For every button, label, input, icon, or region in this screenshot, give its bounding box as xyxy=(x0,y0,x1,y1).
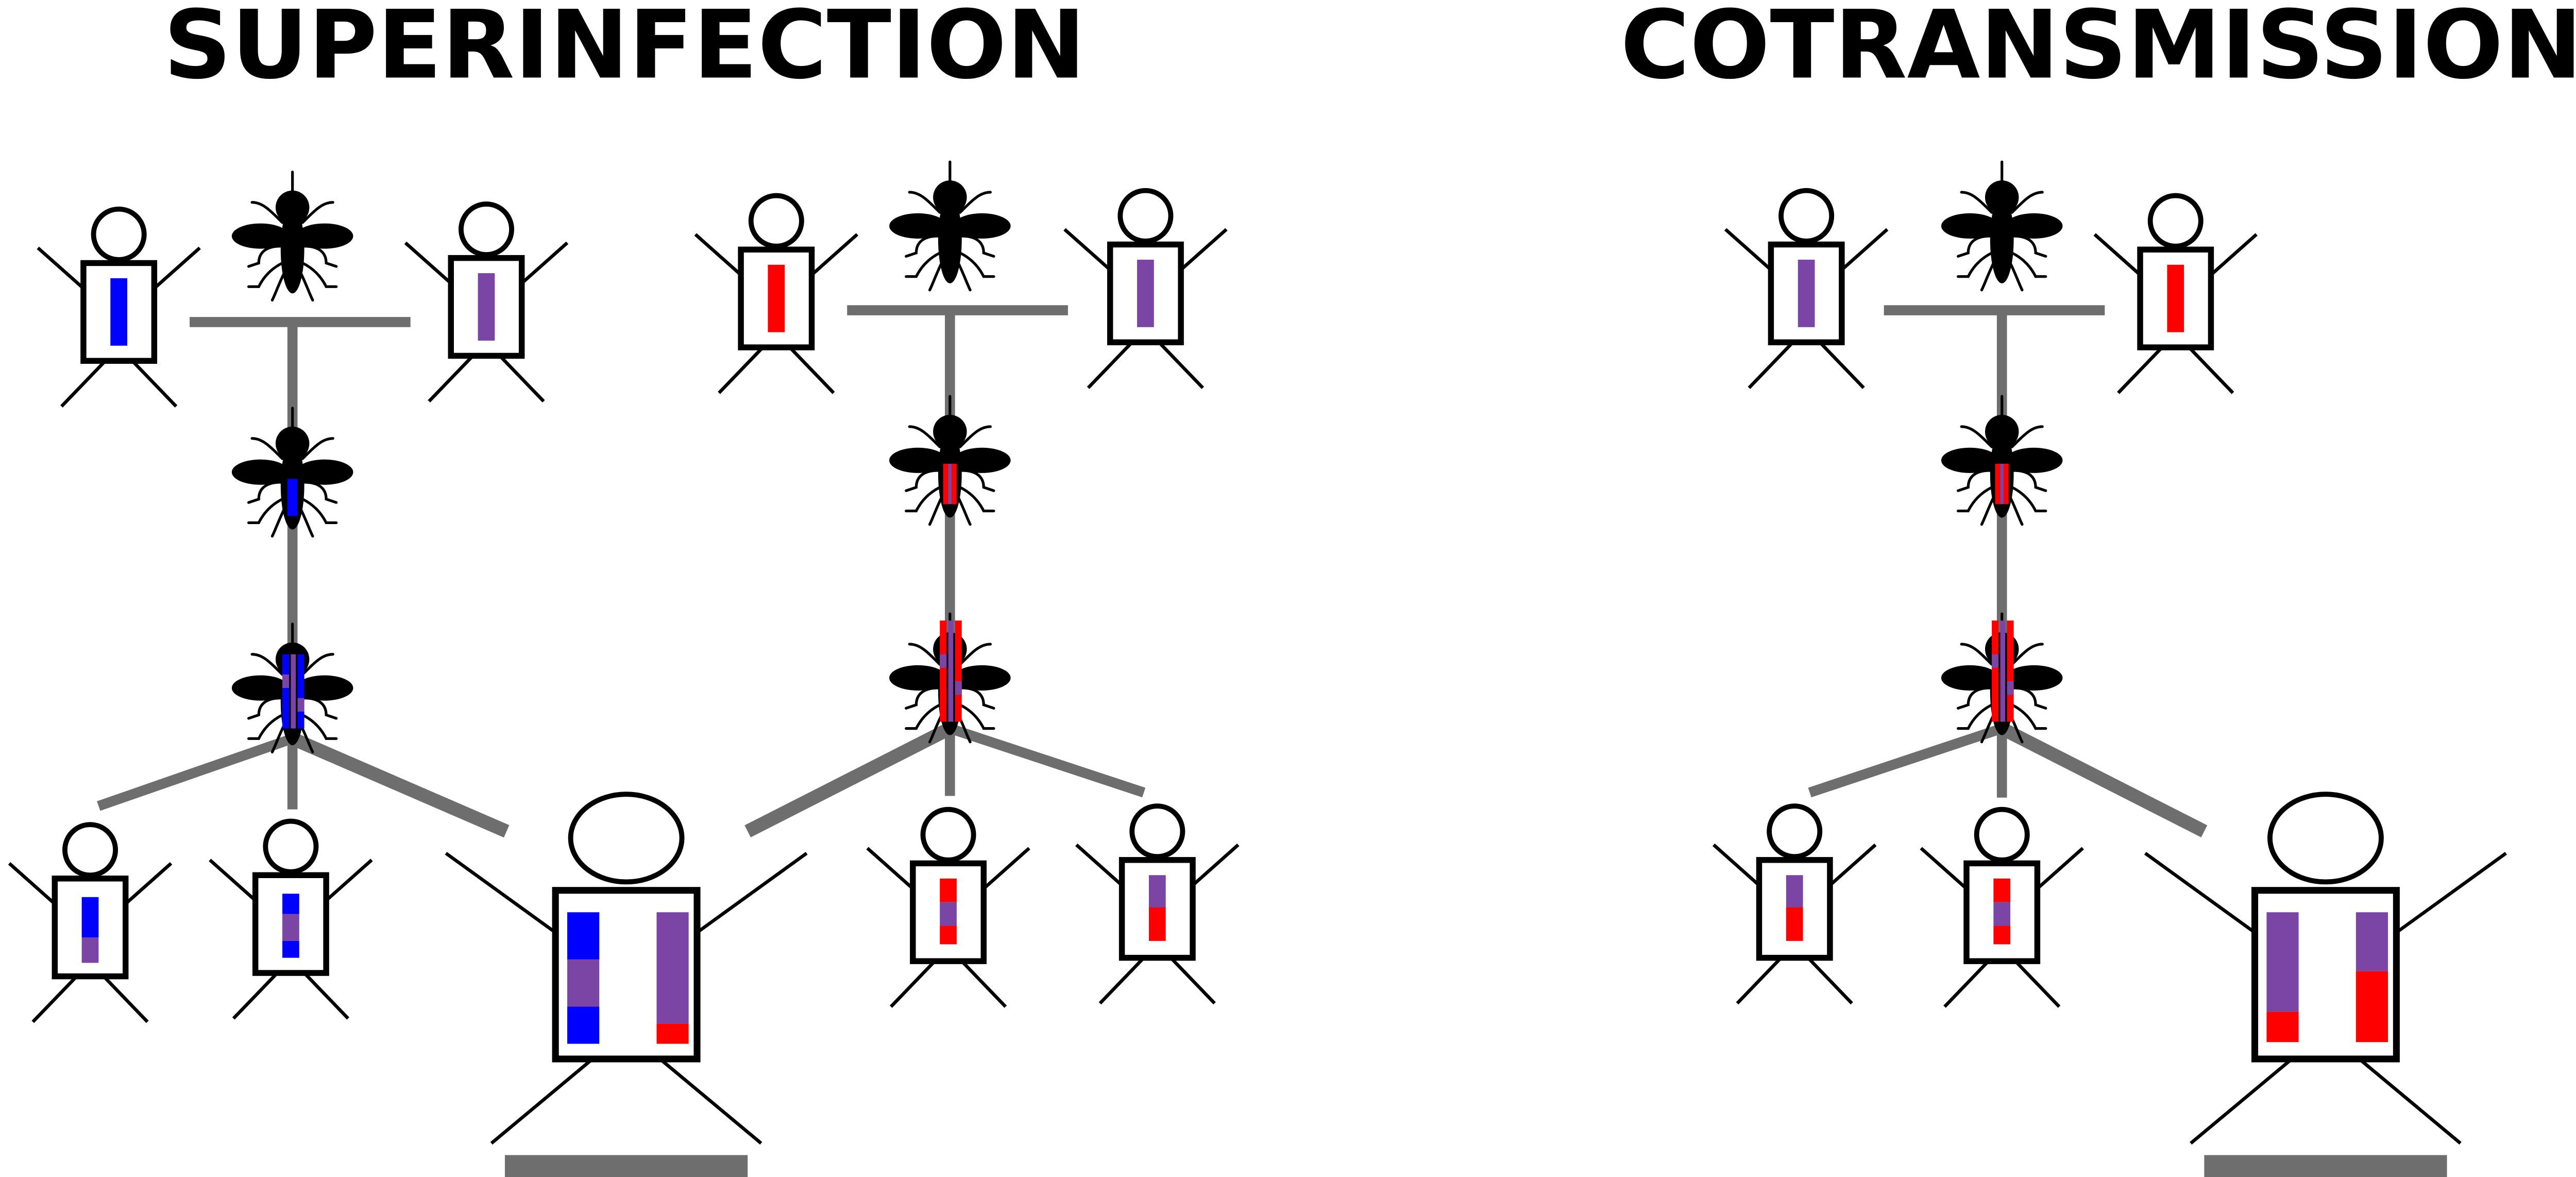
human-host-icon xyxy=(1725,191,1887,388)
mosquito-icon xyxy=(889,162,1011,290)
human-host-icon xyxy=(2145,794,2506,1143)
mosquito-icon xyxy=(232,172,353,300)
transmission-link xyxy=(1998,722,2208,837)
transmission-links xyxy=(744,305,1146,837)
human-host-icon xyxy=(446,794,806,1143)
human-host-icon xyxy=(2095,196,2257,393)
cotransmission-chain xyxy=(1714,162,2506,1143)
human-host-icon xyxy=(1064,191,1226,388)
transmission-link xyxy=(1808,724,2004,798)
mosquito-icon xyxy=(232,624,353,752)
transmission-links xyxy=(1808,305,2208,837)
human-host-icon xyxy=(1714,806,1875,1003)
transmission-link xyxy=(504,1155,748,1177)
transmission-link xyxy=(2204,1155,2447,1177)
human-host-icon xyxy=(9,825,171,1022)
mosquito-icon xyxy=(1941,396,2063,525)
human-host-icon xyxy=(38,209,200,407)
human-host-icon xyxy=(1921,810,2083,1007)
title-superinfection: SUPERINFECTION xyxy=(163,0,1086,100)
transmission-link xyxy=(290,732,510,838)
human-host-icon xyxy=(210,821,371,1019)
transmission-link xyxy=(744,722,953,837)
transmission-links xyxy=(97,317,510,838)
human-host-icon xyxy=(868,810,1029,1007)
mosquito-icon xyxy=(889,396,1011,525)
mosquito-icon xyxy=(232,408,353,536)
human-host-icon xyxy=(405,204,567,401)
superinfection-red-chain xyxy=(696,162,1239,1006)
transmission-link xyxy=(97,733,294,811)
title-cotransmission: COTRANSMISSION xyxy=(1620,0,2576,100)
human-host-icon xyxy=(696,196,857,393)
mosquito-icon xyxy=(1941,162,2063,290)
superinfection-blue-chain xyxy=(9,172,807,1144)
transmission-link xyxy=(948,724,1146,798)
mosquito-icon xyxy=(1941,614,2063,742)
human-host-icon xyxy=(1076,806,1238,1003)
mosquito-icon xyxy=(889,614,1011,742)
